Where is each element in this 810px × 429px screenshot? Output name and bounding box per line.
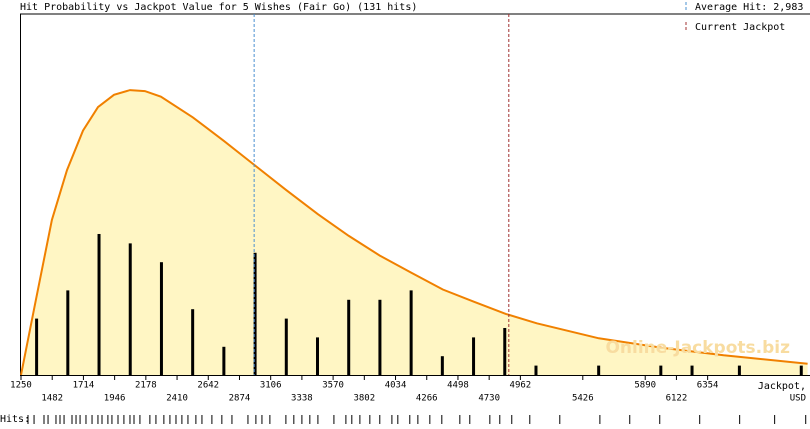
- bar: [799, 365, 803, 375]
- bar: [284, 318, 288, 375]
- x-tick-label: 6354: [697, 381, 719, 391]
- bar: [378, 299, 382, 375]
- x-tick-label: 1250: [10, 381, 32, 391]
- bar: [347, 299, 351, 375]
- bar: [159, 262, 163, 375]
- x-tick-label: 3802: [353, 394, 375, 404]
- x-axis-label: Jackpot,: [758, 381, 806, 392]
- bar: [97, 233, 101, 375]
- curve-area: [21, 90, 808, 375]
- curve-line: [20, 89, 808, 376]
- x-axis-label: USD: [790, 394, 806, 404]
- bar: [66, 290, 70, 375]
- x-tick-label: 4034: [385, 381, 407, 391]
- x-tick-label: 2410: [166, 394, 188, 404]
- bar: [253, 252, 257, 375]
- hits-label: Hits:: [0, 414, 30, 425]
- bar: [597, 365, 601, 375]
- x-tick-label: 4266: [416, 394, 438, 404]
- x-tick-label: 2178: [135, 381, 157, 391]
- bar: [534, 365, 538, 375]
- bar: [35, 318, 39, 375]
- x-tick-label: 2642: [197, 381, 219, 391]
- x-tick-label: 4498: [447, 381, 469, 391]
- bar: [409, 290, 413, 375]
- x-tick-label: 1482: [41, 394, 63, 404]
- x-tick-label: 5426: [572, 394, 594, 404]
- legend-label: Average Hit: 2,983: [695, 2, 803, 13]
- x-tick-label: 1714: [73, 381, 95, 391]
- x-tick-label: 5890: [634, 381, 656, 391]
- x-tick-label: 4730: [478, 394, 500, 404]
- bar: [690, 365, 694, 375]
- watermark: Online-Jackpots.biz: [605, 338, 790, 358]
- bar: [222, 346, 226, 375]
- x-tick-label: 1946: [104, 394, 126, 404]
- x-tick-label: 2874: [229, 394, 251, 404]
- legend-label: Current Jackpot: [695, 22, 785, 33]
- bar: [737, 365, 741, 375]
- x-tick-label: 3570: [322, 381, 344, 391]
- bar: [316, 337, 320, 375]
- x-tick-label: 3338: [291, 394, 313, 404]
- bar: [659, 365, 663, 375]
- bar: [128, 243, 132, 375]
- bar: [503, 327, 507, 375]
- x-tick-label: 3106: [260, 381, 282, 391]
- bar: [472, 337, 476, 375]
- chart-title: Hit Probability vs Jackpot Value for 5 W…: [20, 2, 417, 13]
- bar: [440, 356, 444, 375]
- bar: [191, 309, 195, 375]
- x-tick-label: 6122: [666, 394, 688, 404]
- x-tick-label: 4962: [510, 381, 532, 391]
